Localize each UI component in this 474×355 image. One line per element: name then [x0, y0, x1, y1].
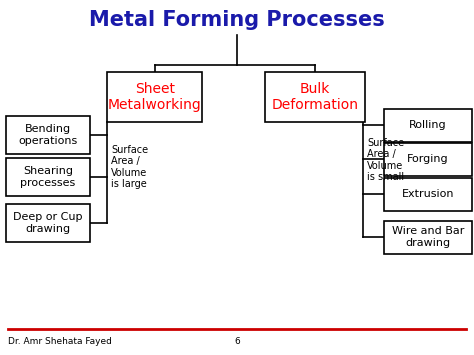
Text: Metal Forming Processes: Metal Forming Processes: [89, 10, 385, 30]
Bar: [6, 116, 90, 154]
Text: Wire and Bar
drawing: Wire and Bar drawing: [392, 226, 464, 248]
Bar: [6, 158, 90, 196]
Text: Deep or Cup
drawing: Deep or Cup drawing: [13, 212, 83, 234]
Text: Rolling: Rolling: [409, 120, 447, 130]
Bar: [108, 72, 202, 122]
Text: Surface
Area /
Volume
is large: Surface Area / Volume is large: [111, 144, 148, 190]
Bar: [384, 178, 472, 211]
Bar: [265, 72, 365, 122]
Text: Extrusion: Extrusion: [402, 189, 454, 199]
Text: Forging: Forging: [407, 154, 449, 164]
Text: Bulk
Deformation: Bulk Deformation: [272, 82, 358, 112]
Text: Shearing
processes: Shearing processes: [20, 166, 76, 188]
Text: Dr. Amr Shehata Fayed: Dr. Amr Shehata Fayed: [8, 337, 112, 345]
Bar: [6, 204, 90, 242]
Bar: [384, 142, 472, 175]
Text: Sheet
Metalworking: Sheet Metalworking: [108, 82, 202, 112]
Bar: [384, 220, 472, 253]
Bar: [384, 109, 472, 142]
Text: Surface
Area /
Volume
is small: Surface Area / Volume is small: [367, 138, 404, 182]
Text: 6: 6: [234, 337, 240, 345]
Text: Bending
operations: Bending operations: [18, 124, 78, 146]
